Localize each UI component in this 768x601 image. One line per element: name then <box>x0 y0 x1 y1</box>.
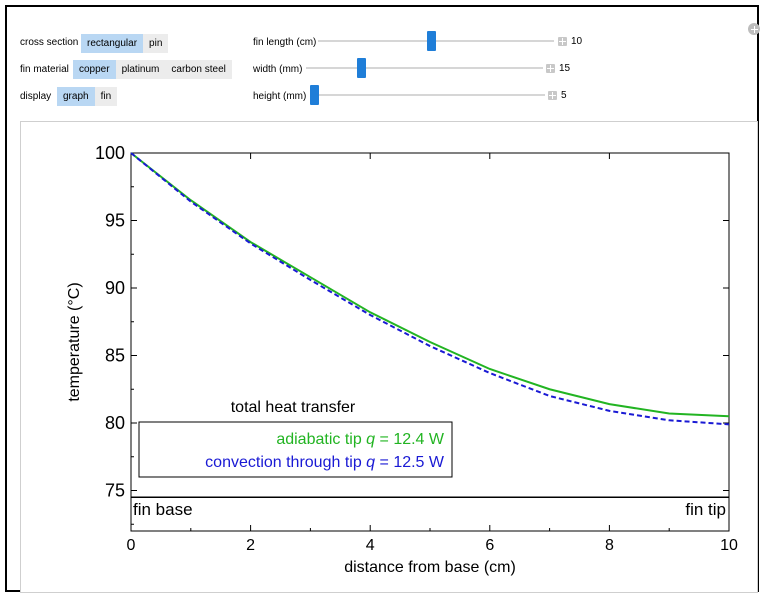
width-value: 15 <box>559 63 571 74</box>
cross-section-label: cross section <box>20 37 79 48</box>
display-label: display <box>20 91 52 102</box>
app-frame: cross section rectangular pin fin materi… <box>5 5 760 593</box>
fin-length-expand-icon[interactable] <box>558 37 567 46</box>
height-slider[interactable] <box>310 85 545 105</box>
fin-material-carbon-steel-button[interactable]: carbon steel <box>165 60 232 79</box>
fin-base-label: fin base <box>133 500 193 519</box>
cross-section-pin-button[interactable]: pin <box>143 34 169 53</box>
legend-convection-through-tip: convection through tip q = 12.5 W <box>205 454 445 471</box>
width-slider-thumb[interactable] <box>356 58 366 78</box>
legend-convection-q-symbol: q <box>366 454 375 471</box>
fin-length-slider-thumb[interactable] <box>427 31 437 51</box>
height-slider-thumb[interactable] <box>310 85 319 105</box>
series-convection-through-tip-line <box>130 152 730 426</box>
width-slider[interactable] <box>306 58 543 78</box>
height-slider-track <box>314 94 545 96</box>
display-selector: graph fin <box>57 87 118 106</box>
y-tick-label: 95 <box>105 211 125 231</box>
x-tick-label: 10 <box>720 537 738 554</box>
y-tick-label: 75 <box>105 481 125 501</box>
height-label: height (mm) <box>253 91 307 102</box>
height-expand-icon[interactable] <box>548 91 557 100</box>
y-tick-label: 80 <box>105 413 125 433</box>
display-fin-button[interactable]: fin <box>94 87 118 106</box>
x-axis-label: distance from base (cm) <box>344 559 516 576</box>
fin-material-platinum-button[interactable]: platinum <box>115 60 166 79</box>
fin-tip-label: fin tip <box>685 500 726 519</box>
y-axis-label: temperature (°C) <box>66 282 83 401</box>
y-tick-label: 90 <box>105 278 125 298</box>
heat-transfer-title: total heat transfer <box>231 399 356 416</box>
heat-transfer-legend-box <box>138 421 453 478</box>
display-graph-button[interactable]: graph <box>57 87 95 106</box>
height-value: 5 <box>561 90 567 101</box>
legend-convection-value: = 12.5 W <box>375 454 445 471</box>
x-tick-label: 0 <box>127 537 136 554</box>
legend-adiabatic-prefix: adiabatic tip <box>276 431 366 448</box>
x-tick-label: 8 <box>605 537 614 554</box>
fin-material-selector: copper platinum carbon steel <box>73 60 232 79</box>
legend-adiabatic-tip: adiabatic tip q = 12.4 W <box>276 431 445 448</box>
fin-length-slider[interactable] <box>318 31 554 51</box>
series-adiabatic-tip-line <box>130 152 730 418</box>
plot-panel: 0 2 4 6 8 10 75 80 85 90 95 100 temperature (°C) di… <box>20 121 758 593</box>
cross-section-selector: rectangular pin <box>81 34 169 53</box>
x-tick-label: 6 <box>485 537 494 554</box>
width-label: width (mm) <box>253 64 303 75</box>
cross-section-rectangular-button[interactable]: rectangular <box>81 34 144 53</box>
y-tick-label: 85 <box>105 346 125 366</box>
legend-adiabatic-value: = 12.4 W <box>375 431 445 448</box>
temperature-chart: 0 2 4 6 8 10 75 80 85 90 95 100 temperature (°C) di… <box>66 143 738 576</box>
legend-convection-prefix: convection through tip <box>205 454 366 471</box>
width-expand-icon[interactable] <box>546 64 555 73</box>
x-tick-label: 4 <box>366 537 375 554</box>
fin-material-label: fin material <box>20 64 69 75</box>
fin-material-copper-button[interactable]: copper <box>73 60 116 79</box>
y-tick-label: 100 <box>95 143 125 163</box>
fin-length-value: 10 <box>571 36 583 47</box>
x-tick-label: 2 <box>246 537 255 554</box>
plus-icon[interactable] <box>748 23 760 35</box>
width-slider-track <box>306 67 543 69</box>
legend-adiabatic-q-symbol: q <box>366 431 375 448</box>
fin-length-label: fin length (cm) <box>253 37 317 48</box>
axis-ticks: 0 2 4 6 8 10 75 80 85 90 95 100 <box>95 143 738 554</box>
